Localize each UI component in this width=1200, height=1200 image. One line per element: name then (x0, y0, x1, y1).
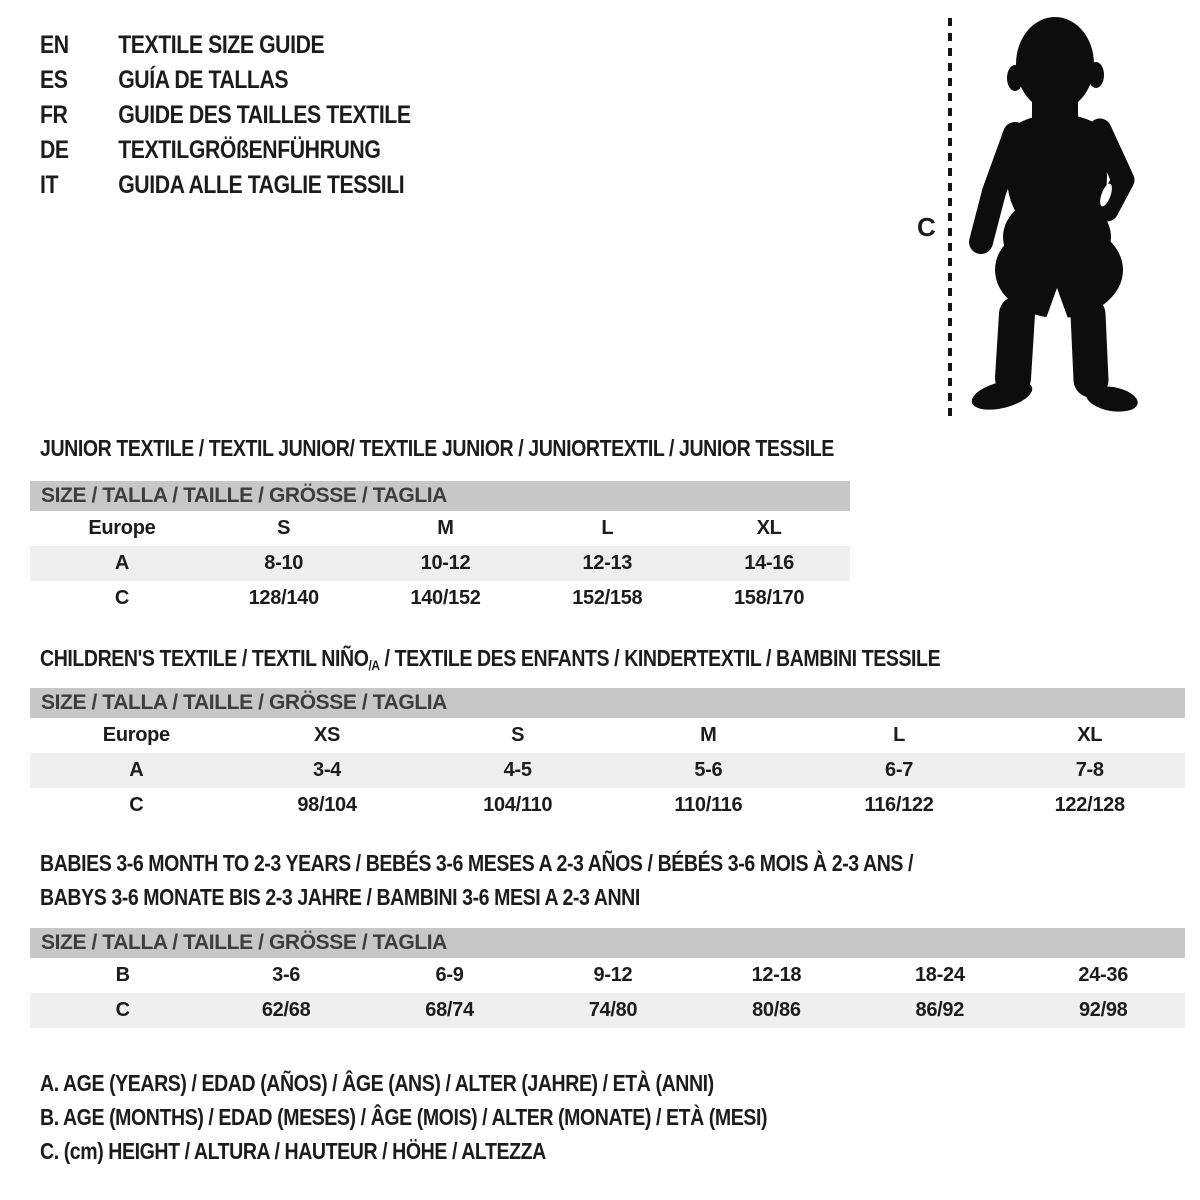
row-label: C (114, 587, 129, 609)
size-header-bar: SIZE / TALLA / TAILLE / GRÖSSE / TAGLIA (30, 481, 850, 511)
table-row: Europe S M L XL (30, 511, 850, 546)
language-title: TEXTILGRÖßENFÜHRUNG (118, 136, 381, 164)
size-cell: 74/80 (588, 999, 638, 1021)
table-row: C 128/140 140/152 152/158 158/170 (30, 581, 850, 616)
size-header-bar: SIZE / TALLA / TAILLE / GRÖSSE / TAGLIA (30, 928, 1185, 958)
size-cell: 4-5 (503, 759, 532, 781)
size-cell: 128/140 (248, 587, 320, 609)
legend-line-b: B. AGE (MONTHS) / EDAD (MESES) / ÂGE (MO… (40, 1103, 768, 1130)
babies-section-title: BABIES 3-6 MONTH TO 2-3 YEARS / BEBÉS 3-… (40, 846, 913, 914)
size-cell: 12-13 (582, 552, 633, 574)
children-section-title: CHILDREN'S TEXTILE / TEXTIL NIÑO/A / TEX… (40, 641, 941, 682)
size-cell: S (277, 517, 291, 539)
size-cell: 62/68 (261, 999, 311, 1021)
language-row: EN TEXTILE SIZE GUIDE (40, 28, 411, 63)
title-line: BABYS 3-6 MONATE BIS 2-3 JAHRE / BAMBINI… (40, 884, 640, 910)
row-label: Europe (102, 724, 170, 746)
measure-legend: A. AGE (YEARS) / EDAD (AÑOS) / ÂGE (ANS)… (40, 1066, 895, 1168)
language-code: ES (40, 66, 68, 94)
table-row: B 3-6 6-9 9-12 12-18 18-24 24-36 (30, 958, 1185, 993)
row-label: A (114, 552, 129, 574)
size-header-label: SIZE / TALLA / TAILLE / GRÖSSE / TAGLIA (41, 691, 447, 714)
size-cell: 24-36 (1078, 964, 1129, 986)
size-cell: XL (756, 517, 782, 539)
size-header-bar: SIZE / TALLA / TAILLE / GRÖSSE / TAGLIA (30, 688, 1185, 718)
size-cell: 10-12 (420, 552, 471, 574)
size-cell: 152/158 (572, 587, 643, 609)
size-cell: 86/92 (915, 999, 965, 1021)
junior-size-table: SIZE / TALLA / TAILLE / GRÖSSE / TAGLIA … (30, 481, 850, 616)
size-cell: 14-16 (744, 552, 794, 574)
size-cell: 12-18 (751, 964, 802, 986)
size-cell: 92/98 (1078, 999, 1128, 1021)
size-cell: S (511, 724, 525, 746)
size-cell: 158/170 (733, 587, 805, 609)
language-title: GUIDE DES TAILLES TEXTILE (118, 101, 411, 129)
language-title: GUIDA ALLE TAGLIE TESSILI (118, 171, 405, 199)
language-code: IT (40, 171, 59, 199)
title-line: BABIES 3-6 MONTH TO 2-3 YEARS / BEBÉS 3-… (40, 850, 914, 876)
row-label: C (115, 999, 130, 1021)
language-row: FR GUIDE DES TAILLES TEXTILE (40, 98, 411, 133)
row-label: C (129, 794, 144, 816)
size-cell: 68/74 (425, 999, 474, 1021)
language-title: TEXTILE SIZE GUIDE (118, 31, 325, 59)
legend-line-a: A. AGE (YEARS) / EDAD (AÑOS) / ÂGE (ANS)… (40, 1069, 714, 1096)
title-text: / TEXTILE DES ENFANTS / KINDERTEXTIL / B… (379, 645, 941, 671)
language-code: DE (40, 136, 69, 164)
language-code: FR (40, 101, 68, 129)
size-cell: 6-9 (435, 964, 464, 986)
size-cell: XL (1077, 724, 1103, 746)
language-row: ES GUÍA DE TALLAS (40, 63, 411, 98)
babies-size-table: SIZE / TALLA / TAILLE / GRÖSSE / TAGLIA … (30, 928, 1185, 1028)
title-text: CHILDREN'S TEXTILE / TEXTIL NIÑO (40, 645, 369, 671)
size-cell: L (893, 724, 905, 746)
language-row: DE TEXTILGRÖßENFÜHRUNG (40, 133, 411, 168)
size-cell: 80/86 (752, 999, 801, 1021)
table-row: A 8-10 10-12 12-13 14-16 (30, 546, 850, 581)
size-cell: 6-7 (885, 759, 914, 781)
size-cell: 3-6 (272, 964, 301, 986)
size-cell: 140/152 (410, 587, 481, 609)
language-row: IT GUIDA ALLE TAGLIE TESSILI (40, 168, 411, 203)
size-cell: 3-4 (313, 759, 342, 781)
size-cell: 7-8 (1075, 759, 1104, 781)
height-measure-label: C (917, 212, 936, 242)
row-label: B (115, 964, 130, 986)
table-row: Europe XS S M L XL (30, 718, 1185, 753)
children-size-table: SIZE / TALLA / TAILLE / GRÖSSE / TAGLIA … (30, 688, 1185, 823)
size-cell: 98/104 (297, 794, 357, 816)
size-cell: 8-10 (264, 552, 304, 574)
size-cell: M (700, 724, 717, 746)
size-cell: 5-6 (694, 759, 723, 781)
row-label: A (129, 759, 144, 781)
size-cell: 18-24 (914, 964, 965, 986)
legend-line-c: C. (cm) HEIGHT / ALTURA / HAUTEUR / HÖHE… (40, 1137, 546, 1164)
toddler-silhouette-icon (969, 17, 1138, 412)
size-header-label: SIZE / TALLA / TAILLE / GRÖSSE / TAGLIA (41, 484, 447, 507)
size-header-label: SIZE / TALLA / TAILLE / GRÖSSE / TAGLIA (41, 931, 447, 954)
row-label: Europe (88, 517, 156, 539)
size-cell: 122/128 (1054, 794, 1126, 816)
size-cell: 110/116 (674, 794, 743, 816)
table-row: C 98/104 104/110 110/116 116/122 122/128 (30, 788, 1185, 823)
size-cell: XS (313, 724, 341, 746)
language-code: EN (40, 31, 69, 59)
size-cell: M (437, 517, 454, 539)
language-title: GUÍA DE TALLAS (118, 66, 289, 94)
size-cell: 104/110 (483, 794, 553, 816)
table-row: C 62/68 68/74 74/80 80/86 86/92 92/98 (30, 993, 1185, 1028)
size-cell: L (601, 517, 614, 539)
size-cell: 9-12 (593, 964, 633, 986)
size-cell: 116/122 (864, 794, 934, 816)
language-title-list: EN TEXTILE SIZE GUIDE ES GUÍA DE TALLAS … (40, 28, 476, 203)
height-measure-dashed-line (948, 18, 952, 416)
title-subscript: /A (368, 657, 380, 673)
junior-section-title: JUNIOR TEXTILE / TEXTIL JUNIOR/ TEXTILE … (40, 435, 834, 461)
table-row: A 3-4 4-5 5-6 6-7 7-8 (30, 753, 1185, 788)
